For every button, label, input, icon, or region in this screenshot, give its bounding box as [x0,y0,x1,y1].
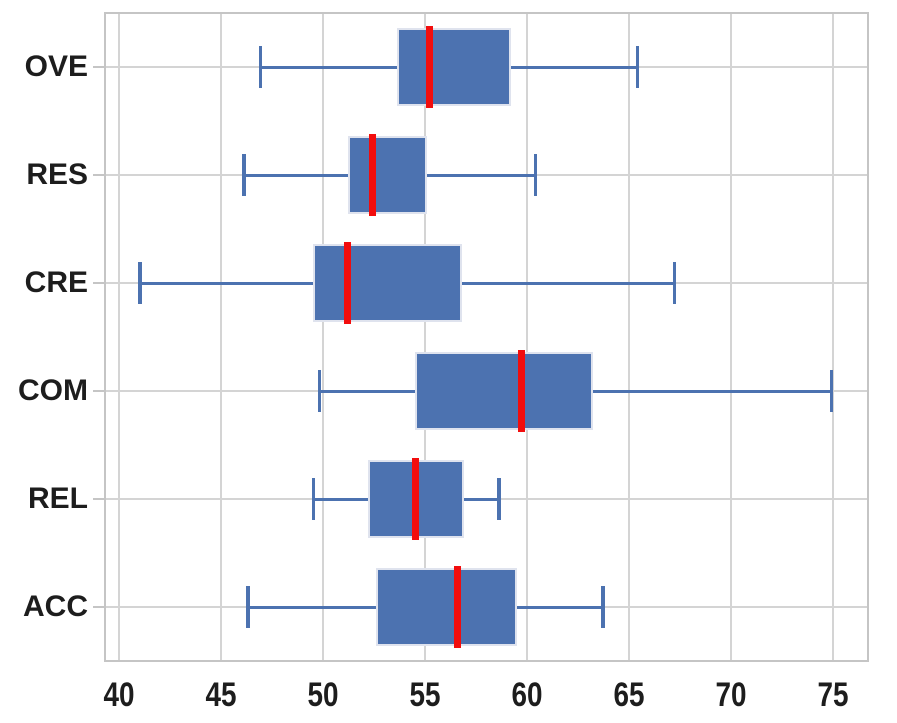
whisker-cap-high [829,370,834,412]
whisker-line-high [464,497,499,501]
plot-border [104,12,869,662]
vertical-gridline [832,13,835,661]
whisker-line-high [427,173,536,177]
vertical-gridline [424,13,427,661]
whisker-cap-high [497,478,501,520]
y-tick-mark [93,66,104,68]
whisker-cap-low [242,154,246,196]
y-tick-mark [93,606,104,608]
y-category-label: OVE [24,50,88,83]
x-tick-label: 40 [103,676,135,714]
median-line [368,134,376,216]
box-iqr [376,568,518,646]
box-iqr [396,28,511,106]
whisker-cap-low [311,478,316,520]
box-iqr [313,244,462,322]
y-category-label: ACC [23,590,88,623]
whisker-line-high [462,281,675,285]
whisker-cap-low [317,370,322,412]
y-category-label: RES [26,158,88,191]
x-tick-label: 70 [715,676,747,714]
whisker-cap-high [601,586,605,628]
whisker-line-high [510,65,638,69]
x-tick-label: 60 [511,676,543,714]
box-iqr [415,352,593,430]
x-tick-label: 75 [817,676,849,714]
whisker-line-low [247,605,377,609]
whisker-line-low [319,389,416,393]
y-tick-mark [93,282,104,284]
whisker-cap-low [138,262,142,304]
vertical-gridline [526,13,529,661]
whisker-line-high [592,389,832,393]
y-category-label: CRE [24,266,88,299]
whisker-cap-high [635,46,640,88]
whisker-cap-high [533,154,538,196]
whisker-line-high [517,605,603,609]
y-tick-mark [93,498,104,500]
x-tick-label: 65 [613,676,645,714]
vertical-gridline [628,13,631,661]
vertical-gridline [730,13,733,661]
whisker-cap-low [258,46,263,88]
whisker-line-low [260,65,397,69]
whisker-line-low [139,281,314,285]
y-tick-mark [93,390,104,392]
vertical-gridline [322,13,325,661]
vertical-gridline [118,13,121,661]
whisker-cap-high [672,262,677,304]
median-line [517,350,525,432]
x-tick-label: 50 [307,676,339,714]
vertical-gridline [220,13,223,661]
y-category-label: COM [18,374,88,407]
whisker-line-low [313,497,369,501]
median-line [425,26,433,108]
median-line [454,566,462,648]
median-line [344,242,352,324]
box-iqr [347,136,428,214]
whisker-line-low [243,173,348,177]
x-tick-label: 45 [205,676,237,714]
x-tick-label: 55 [409,676,441,714]
whisker-cap-low [246,586,250,628]
median-line [411,458,419,540]
y-category-label: REL [28,482,88,515]
y-tick-mark [93,174,104,176]
